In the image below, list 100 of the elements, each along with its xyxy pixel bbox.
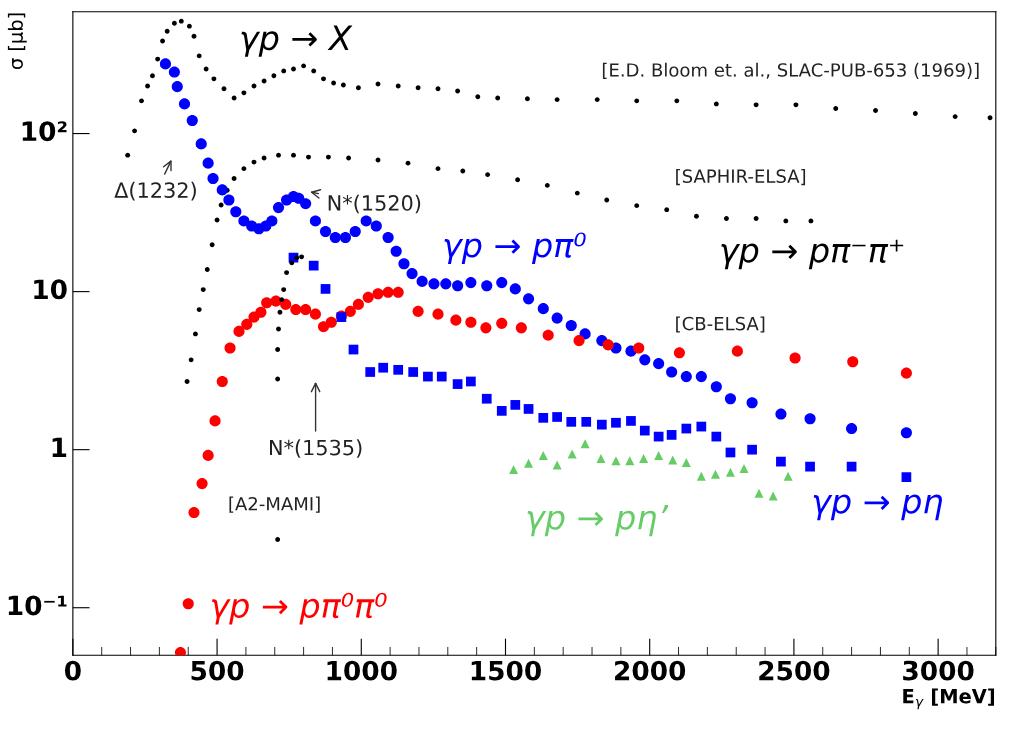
- point: [694, 213, 699, 219]
- point: [465, 316, 477, 328]
- point: [566, 416, 577, 427]
- point: [523, 404, 534, 414]
- point: [382, 231, 394, 244]
- point: [440, 278, 452, 290]
- point: [695, 371, 707, 383]
- point: [510, 400, 521, 410]
- point: [362, 291, 374, 303]
- point: [132, 128, 138, 134]
- point: [159, 58, 171, 70]
- point: [793, 102, 799, 108]
- point: [668, 455, 678, 465]
- point: [495, 95, 501, 101]
- point: [390, 245, 402, 257]
- x-tick-label: 1500: [471, 660, 541, 681]
- point: [428, 278, 440, 290]
- point: [280, 298, 292, 310]
- point: [174, 647, 186, 656]
- point: [783, 471, 793, 481]
- point: [639, 354, 651, 366]
- point: [666, 366, 678, 378]
- point: [466, 376, 476, 387]
- point: [710, 469, 720, 479]
- point: [552, 460, 562, 470]
- annotation: [A2-MAMI]: [229, 496, 320, 513]
- point: [596, 453, 606, 463]
- point: [537, 303, 549, 315]
- point: [524, 458, 534, 468]
- point: [710, 381, 722, 393]
- point: [731, 345, 743, 357]
- point: [739, 463, 749, 474]
- point: [602, 339, 614, 351]
- point: [460, 168, 466, 174]
- point: [551, 312, 563, 324]
- point: [178, 18, 184, 24]
- point: [224, 342, 236, 354]
- point: [204, 267, 210, 272]
- point: [352, 298, 364, 310]
- point: [754, 488, 764, 498]
- point: [481, 393, 492, 404]
- point: [398, 258, 410, 270]
- point: [188, 507, 200, 519]
- point: [272, 202, 285, 214]
- point: [654, 450, 664, 460]
- point: [393, 364, 404, 375]
- point: [412, 305, 424, 317]
- point: [611, 417, 621, 428]
- point: [776, 456, 786, 467]
- point: [485, 172, 491, 178]
- point: [365, 367, 376, 377]
- point: [626, 416, 636, 426]
- point: [230, 206, 242, 218]
- point: [241, 318, 253, 330]
- point: [395, 83, 401, 89]
- point: [775, 408, 787, 420]
- point: [475, 94, 481, 100]
- point: [406, 268, 418, 280]
- point: [309, 308, 321, 320]
- y-tick-label: 10: [34, 279, 67, 300]
- point: [432, 308, 444, 320]
- point: [604, 197, 610, 203]
- point: [301, 63, 307, 69]
- point: [277, 309, 283, 315]
- point: [271, 73, 277, 79]
- point: [309, 215, 321, 227]
- point: [435, 86, 441, 92]
- point: [664, 207, 670, 213]
- point: [233, 325, 245, 337]
- point: [538, 450, 548, 460]
- point: [299, 254, 305, 260]
- point: [191, 33, 197, 39]
- point: [594, 97, 600, 103]
- point: [196, 307, 202, 312]
- point: [696, 421, 707, 432]
- point: [355, 85, 361, 91]
- point: [308, 260, 319, 271]
- point: [207, 172, 219, 185]
- point: [523, 293, 535, 305]
- point: [789, 352, 801, 364]
- point: [509, 283, 521, 295]
- point: [164, 28, 170, 34]
- point: [186, 114, 198, 127]
- point: [634, 203, 640, 209]
- point: [450, 314, 462, 326]
- point: [900, 427, 912, 439]
- point: [290, 304, 302, 316]
- point: [378, 362, 389, 373]
- x-tick-label: 500: [191, 660, 244, 681]
- series-label: γp → pπ⁰: [444, 232, 586, 265]
- point: [873, 108, 878, 113]
- point: [392, 286, 404, 298]
- point: [319, 225, 332, 238]
- point: [436, 371, 447, 382]
- point: [329, 231, 341, 244]
- point: [416, 275, 428, 287]
- point: [673, 347, 685, 359]
- point: [311, 68, 317, 74]
- point: [321, 76, 326, 82]
- point: [846, 423, 858, 435]
